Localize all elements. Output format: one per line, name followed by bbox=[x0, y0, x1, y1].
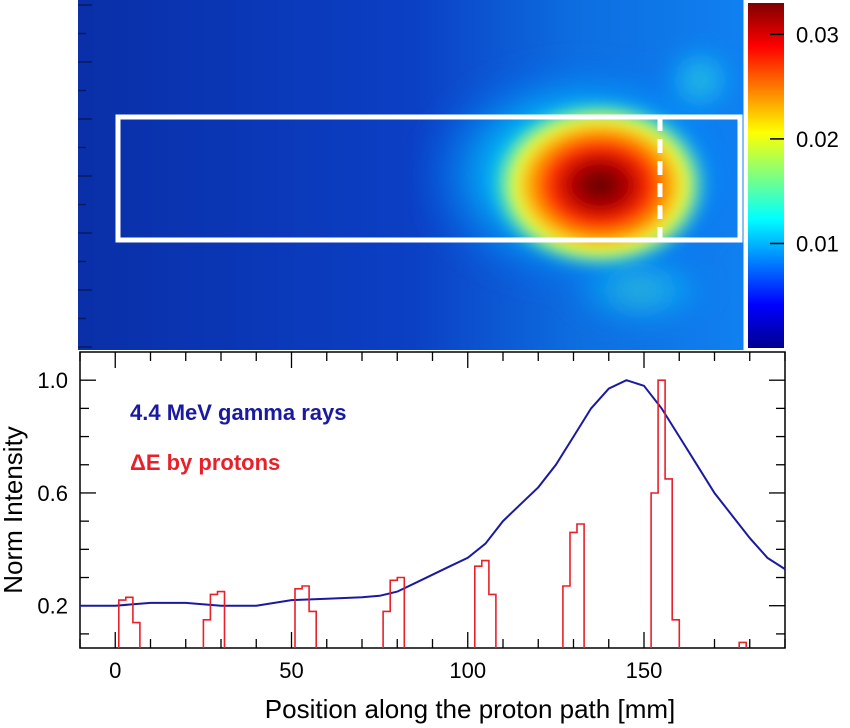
y-tick-label: 1.0 bbox=[37, 368, 68, 393]
colorbar-gradient bbox=[748, 3, 784, 348]
colorbar-tick-label: 0.02 bbox=[796, 127, 839, 152]
x-tick-label: 150 bbox=[626, 658, 663, 683]
legend-proton: ΔE by protons bbox=[130, 450, 280, 475]
heatmap-hotspot bbox=[490, 100, 710, 270]
y-tick-label: 0.6 bbox=[37, 481, 68, 506]
x-axis-title: Position along the proton path [mm] bbox=[265, 694, 675, 724]
colorbar-tick-label: 0.03 bbox=[796, 22, 839, 47]
series-proton-histogram bbox=[118, 379, 747, 648]
heatmap-panel bbox=[78, 0, 750, 350]
region-box bbox=[115, 114, 743, 243]
x-tick-label: 100 bbox=[449, 658, 486, 683]
colorbar-tick-label: 0.01 bbox=[796, 231, 839, 256]
x-tick-labels: 0 50 100 150 bbox=[109, 658, 662, 683]
x-tick-label: 0 bbox=[109, 658, 121, 683]
line-plot: 0 50 100 150 0.2 0.6 1.0 4.4 MeV gamma rays Δ… bbox=[0, 351, 786, 724]
heatmap-left-ticks bbox=[78, 4, 92, 348]
series-gamma-line bbox=[80, 379, 786, 607]
colorbar-ticks: 0.01 0.02 0.03 bbox=[770, 22, 839, 256]
plot-ticks bbox=[79, 352, 786, 648]
y-tick-label: 0.2 bbox=[37, 594, 68, 619]
y-tick-labels: 0.2 0.6 1.0 bbox=[37, 368, 68, 619]
legend-gamma: 4.4 MeV gamma rays bbox=[130, 400, 346, 425]
colorbar: 0.01 0.02 0.03 bbox=[748, 3, 839, 348]
y-axis-title: Norm Intensity bbox=[0, 426, 28, 594]
x-tick-label: 50 bbox=[279, 658, 303, 683]
